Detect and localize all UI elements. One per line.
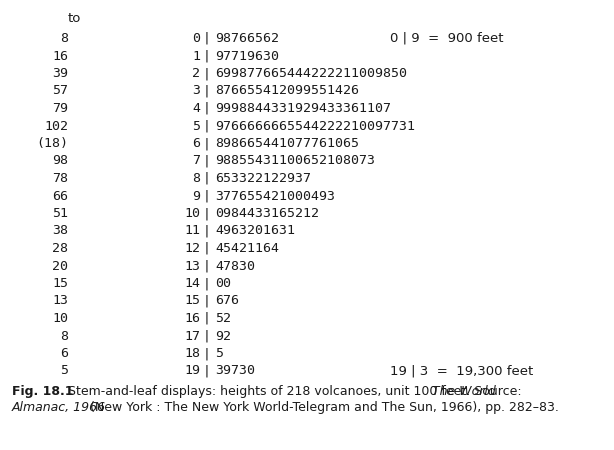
Text: 1: 1 (192, 50, 200, 63)
Text: |: | (203, 329, 211, 342)
Text: 98766562: 98766562 (215, 32, 279, 45)
Text: |: | (203, 172, 211, 185)
Text: 79: 79 (52, 102, 68, 115)
Text: 92: 92 (215, 329, 231, 342)
Text: 9998844331929433361107: 9998844331929433361107 (215, 102, 391, 115)
Text: |: | (203, 260, 211, 273)
Text: 3: 3 (192, 85, 200, 98)
Text: 98: 98 (52, 154, 68, 167)
Text: |: | (203, 67, 211, 80)
Text: |: | (203, 154, 211, 167)
Text: |: | (203, 120, 211, 132)
Text: |: | (203, 137, 211, 150)
Text: 653322122937: 653322122937 (215, 172, 311, 185)
Text: 10: 10 (52, 312, 68, 325)
Text: |: | (203, 85, 211, 98)
Text: to: to (68, 12, 82, 25)
Text: 8: 8 (192, 172, 200, 185)
Text: 4963201631: 4963201631 (215, 225, 295, 238)
Text: Stem-and-leaf displays: heights of 218 volcanoes, unit 100 feet. Source:: Stem-and-leaf displays: heights of 218 v… (64, 385, 526, 398)
Text: 13: 13 (52, 294, 68, 307)
Text: 0 | 9  =  900 feet: 0 | 9 = 900 feet (390, 32, 503, 45)
Text: 12: 12 (184, 242, 200, 255)
Text: |: | (203, 364, 211, 378)
Text: (New York : The New York World-Telegram and The Sun, 1966), pp. 282–83.: (New York : The New York World-Telegram … (86, 401, 559, 414)
Text: 28: 28 (52, 242, 68, 255)
Text: 8: 8 (60, 329, 68, 342)
Text: 15: 15 (184, 294, 200, 307)
Text: 9: 9 (192, 189, 200, 202)
Text: 97719630: 97719630 (215, 50, 279, 63)
Text: Fig. 18.1: Fig. 18.1 (12, 385, 74, 398)
Text: 11: 11 (184, 225, 200, 238)
Text: 39730: 39730 (215, 364, 255, 378)
Text: Almanac, 1966: Almanac, 1966 (12, 401, 106, 414)
Text: The World: The World (432, 385, 495, 398)
Text: |: | (203, 189, 211, 202)
Text: 18: 18 (184, 347, 200, 360)
Text: 102: 102 (44, 120, 68, 132)
Text: 15: 15 (52, 277, 68, 290)
Text: 0: 0 (192, 32, 200, 45)
Text: 98855431100652108073: 98855431100652108073 (215, 154, 375, 167)
Text: |: | (203, 347, 211, 360)
Text: 5: 5 (192, 120, 200, 132)
Text: 16: 16 (184, 312, 200, 325)
Text: |: | (203, 207, 211, 220)
Text: 8: 8 (60, 32, 68, 45)
Text: 66: 66 (52, 189, 68, 202)
Text: |: | (203, 277, 211, 290)
Text: 45421164: 45421164 (215, 242, 279, 255)
Text: 17: 17 (184, 329, 200, 342)
Text: 51: 51 (52, 207, 68, 220)
Text: 47830: 47830 (215, 260, 255, 273)
Text: |: | (203, 242, 211, 255)
Text: |: | (203, 225, 211, 238)
Text: 5: 5 (60, 364, 68, 378)
Text: 52: 52 (215, 312, 231, 325)
Text: |: | (203, 32, 211, 45)
Text: 13: 13 (184, 260, 200, 273)
Text: 876655412099551426: 876655412099551426 (215, 85, 359, 98)
Text: 7: 7 (192, 154, 200, 167)
Text: 6: 6 (60, 347, 68, 360)
Text: 39: 39 (52, 67, 68, 80)
Text: 16: 16 (52, 50, 68, 63)
Text: |: | (203, 294, 211, 307)
Text: |: | (203, 102, 211, 115)
Text: 19 | 3  =  19,300 feet: 19 | 3 = 19,300 feet (390, 364, 533, 378)
Text: 5: 5 (215, 347, 223, 360)
Text: 4: 4 (192, 102, 200, 115)
Text: 14: 14 (184, 277, 200, 290)
Text: 57: 57 (52, 85, 68, 98)
Text: 2: 2 (192, 67, 200, 80)
Text: |: | (203, 312, 211, 325)
Text: 10: 10 (184, 207, 200, 220)
Text: 20: 20 (52, 260, 68, 273)
Text: 676: 676 (215, 294, 239, 307)
Text: 6: 6 (192, 137, 200, 150)
Text: 00: 00 (215, 277, 231, 290)
Text: (18): (18) (36, 137, 68, 150)
Text: 9766666665544222210097731: 9766666665544222210097731 (215, 120, 415, 132)
Text: 19: 19 (184, 364, 200, 378)
Text: 78: 78 (52, 172, 68, 185)
Text: 898665441077761065: 898665441077761065 (215, 137, 359, 150)
Text: |: | (203, 50, 211, 63)
Text: 38: 38 (52, 225, 68, 238)
Text: 0984433165212: 0984433165212 (215, 207, 319, 220)
Text: 377655421000493: 377655421000493 (215, 189, 335, 202)
Text: 699877665444222211009850: 699877665444222211009850 (215, 67, 407, 80)
